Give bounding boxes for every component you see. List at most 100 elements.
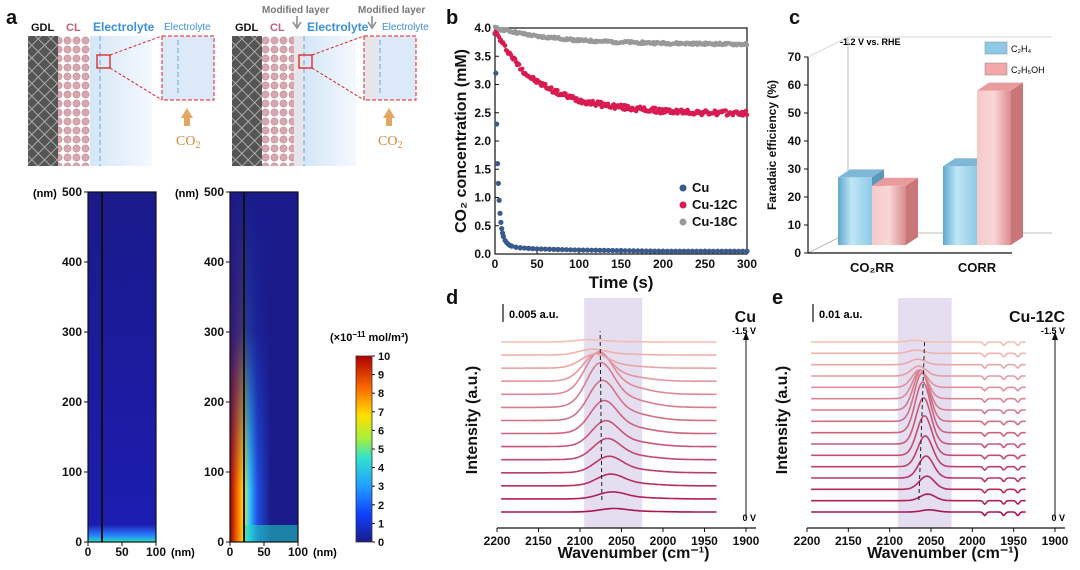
data-point [731, 248, 738, 254]
peak-shift-line [918, 341, 926, 501]
spectrum-line [501, 491, 717, 500]
data-point [534, 246, 540, 252]
x-tick-label: 2000 [650, 534, 677, 548]
legend-marker [679, 184, 687, 192]
spectrum-line [501, 353, 717, 369]
data-point [605, 247, 612, 254]
spectrum-line [811, 339, 1026, 347]
colorbar-tick-label: 7 [378, 407, 384, 419]
y-tick-label: 2.5 [474, 106, 491, 120]
data-point [543, 81, 548, 87]
data-point [521, 245, 528, 251]
data-point [744, 42, 750, 48]
spectrum-line [811, 349, 1026, 358]
panel-label-d: d [446, 287, 458, 309]
spectrum-line [811, 509, 1026, 517]
colorbar-title: (×10−11 mol/m³) [330, 330, 409, 344]
bar-front [977, 90, 1011, 245]
legend-label: Cu [692, 180, 709, 195]
series-cu [492, 31, 750, 254]
data-point [614, 247, 620, 254]
data-point [576, 247, 582, 253]
x-tick-label: 0 [227, 545, 234, 559]
data-point [622, 248, 628, 254]
data-point [633, 108, 639, 114]
potential-top-label: -1.5 V [1041, 326, 1065, 336]
y-tick-label: 100 [204, 465, 224, 479]
y-tick-label: 100 [62, 465, 82, 479]
x-tick-label: 2200 [794, 534, 821, 548]
x-tick-label: 150 [611, 257, 631, 271]
spectrum-line [501, 437, 717, 461]
y-tick-label: 0 [794, 246, 801, 260]
y-tick-label: 0 [217, 535, 224, 549]
data-point [610, 247, 616, 254]
x-tick-label: 2050 [608, 534, 635, 548]
x-tick-label: 2150 [835, 534, 862, 548]
data-point [500, 233, 506, 240]
data-point [656, 248, 662, 254]
spectrum-line [501, 338, 717, 343]
x-tick-label: 2000 [959, 534, 986, 548]
colorbar-tick-label: 6 [378, 425, 384, 437]
bar-front [838, 177, 872, 245]
y-tick-label: 400 [62, 255, 82, 269]
x-unit: (nm) [171, 547, 195, 559]
gdl-layer [232, 36, 262, 166]
bar-side [906, 177, 918, 245]
bar-choh [977, 82, 1023, 245]
co2-arrow-icon [383, 108, 395, 126]
data-point [727, 248, 733, 254]
data-point [706, 248, 712, 254]
zoom-modified-layer-label: Modified layer [358, 5, 425, 16]
data-point [723, 248, 729, 254]
zoom-electrolyte-label: Electrolyte [382, 22, 429, 33]
x-tick-label: 100 [288, 545, 308, 559]
electrolyte-label: Electrolyte [93, 20, 155, 34]
x-tick-label: 0 [85, 545, 92, 559]
data-point [631, 248, 637, 254]
spectrum-line [811, 369, 1026, 415]
spectrum-line [811, 414, 1026, 460]
bar-choh [872, 177, 918, 245]
panel-label-e: e [772, 287, 783, 309]
data-point [498, 219, 504, 225]
zoom-modified-layer [365, 37, 377, 99]
spectrum-line [811, 369, 1026, 392]
cl-label: CL [66, 22, 81, 34]
data-point [502, 43, 508, 48]
data-point [499, 225, 505, 232]
y-tick-label: 30 [788, 162, 802, 176]
potential-bottom-label: 0 V [742, 513, 756, 523]
data-point [677, 248, 683, 254]
data-point [710, 248, 717, 254]
spectrum-line [501, 399, 717, 435]
y-axis-title: Faradaic efficiency (%) [765, 80, 779, 210]
data-point [643, 248, 649, 254]
gdl-label: GDL [235, 22, 259, 34]
zoom-electrolyte-label: Electrolyte [164, 22, 211, 33]
data-point [589, 247, 595, 253]
gdl-label: GDL [31, 22, 55, 34]
data-point [497, 210, 503, 216]
data-point [689, 248, 696, 254]
data-point [626, 248, 633, 254]
x-tick-label: 1950 [1000, 534, 1027, 548]
y-tick-label: 50 [788, 106, 802, 120]
heatmap-bottom-band [244, 525, 298, 542]
data-point [496, 197, 502, 203]
data-point [538, 246, 544, 252]
x-tick-label: 50 [530, 257, 544, 271]
x-tick-label: 50 [115, 545, 129, 559]
y-tick-label: 4.0 [474, 21, 491, 35]
schematic-left: GDL CL Electrolyte Electrolyte CO2 [28, 20, 215, 166]
y-unit: (nm) [175, 188, 199, 200]
spectrum-line [501, 348, 717, 356]
y-tick-label: 40 [788, 134, 802, 148]
x-axis-title: Wavenumber (cm⁻¹) [558, 545, 710, 562]
data-point [593, 247, 599, 253]
legend-label: C₂H₅OH [1011, 65, 1045, 75]
spectrum-line [811, 493, 1026, 506]
y-ticks: 500 400 300 200 100 0 [62, 185, 88, 549]
x-tick-label: 100 [146, 545, 166, 559]
